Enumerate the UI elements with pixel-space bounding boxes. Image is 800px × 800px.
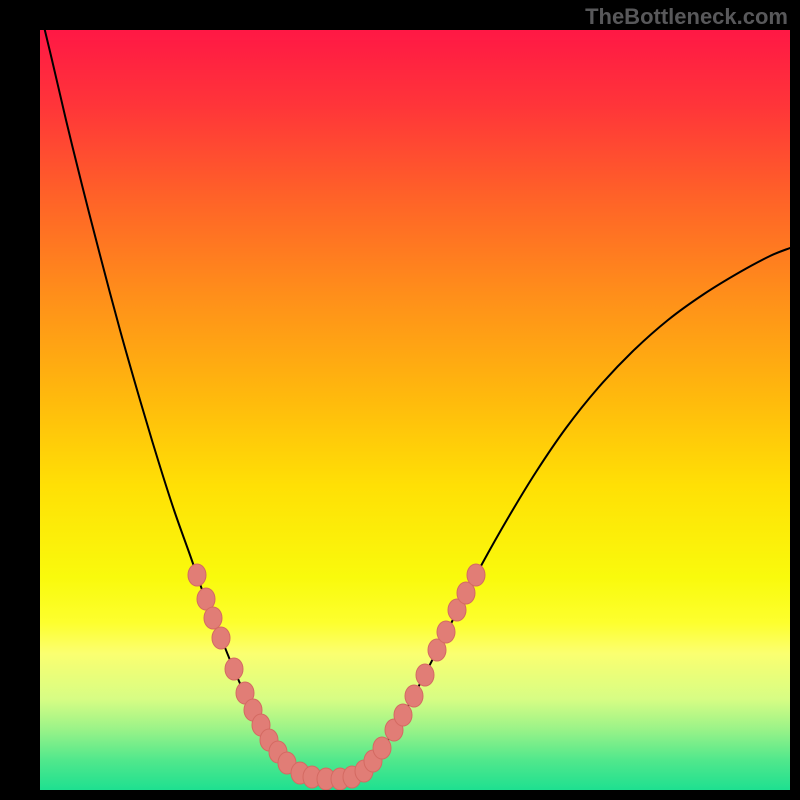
chart-root: TheBottleneck.com: [0, 0, 800, 800]
data-marker: [212, 627, 230, 649]
data-marker: [225, 658, 243, 680]
data-marker: [437, 621, 455, 643]
data-marker: [405, 685, 423, 707]
plot-svg: [40, 30, 790, 790]
gradient-background: [40, 30, 790, 790]
data-marker: [188, 564, 206, 586]
data-marker: [416, 664, 434, 686]
data-marker: [394, 704, 412, 726]
data-marker: [467, 564, 485, 586]
data-marker: [204, 607, 222, 629]
plot-area: [40, 30, 790, 790]
data-marker: [373, 737, 391, 759]
watermark-text: TheBottleneck.com: [585, 4, 788, 30]
